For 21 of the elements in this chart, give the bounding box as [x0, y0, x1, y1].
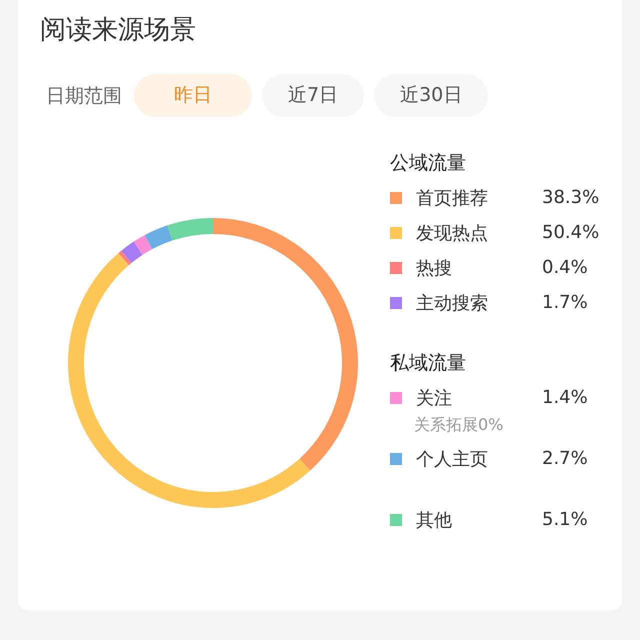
- chart-title: 阅读来源场景: [40, 14, 196, 47]
- data-label: 2.7%: [542, 448, 588, 469]
- legend-label: 其他: [416, 508, 453, 532]
- text: 关系拓展0%: [414, 415, 504, 436]
- text: 私域流量: [390, 351, 467, 376]
- date-range-button[interactable]: 近30日: [374, 74, 488, 117]
- data-label: 0.4%: [542, 257, 588, 278]
- data-label: 50.4%: [542, 222, 600, 243]
- legend-label: 个人主页: [416, 448, 489, 470]
- legend-label: 首页推荐: [416, 186, 489, 210]
- data-label: 5.1%: [542, 509, 588, 530]
- text: 公域流量: [390, 151, 467, 176]
- data-label: 38.3%: [542, 187, 600, 208]
- legend-label: 发现热点: [416, 222, 489, 244]
- text: 日期范围: [46, 84, 122, 108]
- legend-label: 热搜: [416, 256, 453, 280]
- legend-label: 关注: [416, 386, 453, 410]
- data-label: 1.7%: [542, 292, 588, 313]
- date-range-button[interactable]: 近7日: [262, 74, 364, 117]
- data-label: 1.4%: [542, 387, 588, 408]
- legend-label: 主动搜索: [416, 292, 489, 314]
